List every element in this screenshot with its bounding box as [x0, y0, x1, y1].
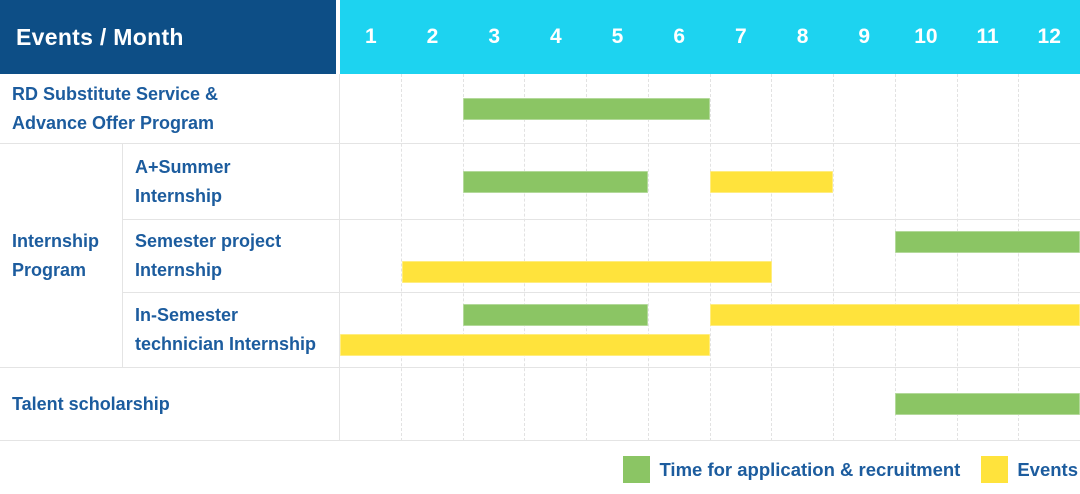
month-gridlines — [340, 74, 1080, 441]
month-gridline — [711, 74, 773, 441]
row-label-semester-project: Semester project Internship — [123, 220, 340, 292]
month-gridline — [772, 74, 834, 441]
table-header: Events / Month 1 2 3 4 5 6 7 8 9 10 11 12 — [0, 0, 1080, 74]
month-label: 2 — [426, 25, 439, 48]
row-in-semester: In-Semester technician Internship — [123, 293, 1080, 368]
legend: Time for application & recruitment Event… — [0, 456, 1078, 483]
gantt-bar-recruitment — [463, 304, 649, 326]
table-body: RD Substitute Service & Advance Offer Pr… — [0, 74, 1080, 441]
chart-cell-talent — [340, 368, 1080, 440]
gantt-bar-recruitment — [463, 170, 649, 193]
month-label: 9 — [858, 25, 871, 48]
gantt-bar-event — [710, 170, 834, 193]
group-label-internship-program: Internship Program — [0, 144, 123, 368]
month-gridline — [340, 74, 402, 441]
internship-subrows: A+Summer Internship Semester project Int… — [123, 144, 1080, 368]
gantt-bar-event — [340, 334, 710, 356]
month-label: 11 — [976, 25, 999, 48]
events-swatch-icon — [981, 456, 1009, 483]
gantt-bar-recruitment — [463, 97, 710, 120]
internship-program-group: Internship Program A+Summer Internship S… — [0, 144, 1080, 368]
row-label-a-summer: A+Summer Internship — [123, 144, 340, 219]
recruitment-swatch-icon — [623, 456, 651, 483]
month-gridline — [958, 74, 1020, 441]
legend-label-events: Events — [1017, 458, 1078, 480]
month-gridline — [464, 74, 526, 441]
month-gridline — [834, 74, 896, 441]
gantt-bar-event — [710, 304, 1080, 326]
month-gridline — [525, 74, 587, 441]
chart-cell-semester — [340, 220, 1080, 292]
month-label: 3 — [488, 25, 501, 48]
month-gridline — [896, 74, 958, 441]
events-month-header: Events / Month — [0, 0, 340, 74]
row-talent-scholarship: Talent scholarship — [0, 368, 1080, 441]
month-label: 1 — [364, 25, 377, 48]
month-label: 6 — [673, 25, 686, 48]
gantt-bar-recruitment — [895, 231, 1080, 253]
row-rd-substitute: RD Substitute Service & Advance Offer Pr… — [0, 74, 1080, 144]
legend-label-recruitment: Time for application & recruitment — [659, 458, 961, 480]
chart-cell-summer — [340, 144, 1080, 219]
month-gridline — [402, 74, 464, 441]
month-label: 10 — [914, 25, 938, 48]
month-label: 5 — [611, 25, 624, 48]
month-label: 12 — [1037, 25, 1061, 48]
row-label-rd-substitute: RD Substitute Service & Advance Offer Pr… — [0, 74, 340, 143]
row-a-summer: A+Summer Internship — [123, 144, 1080, 220]
row-label-in-semester: In-Semester technician Internship — [123, 293, 340, 367]
month-label: 4 — [550, 25, 562, 48]
chart-cell-rd — [340, 74, 1080, 143]
month-gridline — [587, 74, 649, 441]
row-label-talent-scholarship: Talent scholarship — [0, 368, 340, 440]
chart-cell-insem — [340, 293, 1080, 367]
month-label: 7 — [735, 25, 747, 48]
month-label: 8 — [796, 25, 809, 48]
month-header-row: 1 2 3 4 5 6 7 8 9 10 11 12 — [340, 0, 1080, 74]
row-semester-project: Semester project Internship — [123, 220, 1080, 293]
legend-item-events: Events — [981, 456, 1078, 483]
gantt-bar-recruitment — [895, 393, 1080, 415]
month-gridline — [649, 74, 711, 441]
legend-item-recruitment: Time for application & recruitment — [623, 456, 960, 483]
gantt-bar-event — [401, 261, 772, 283]
